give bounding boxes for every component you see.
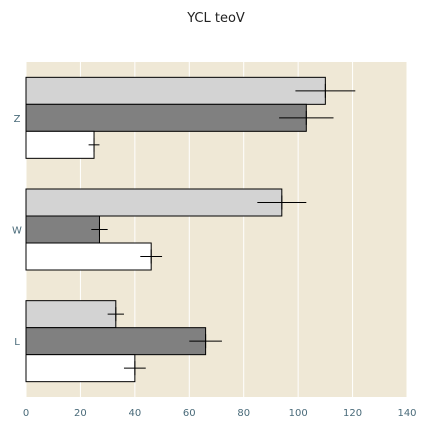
x-tick-label: 140 <box>397 408 416 419</box>
bar-w-3 <box>25 242 152 271</box>
x-axis-ticks: 0 20 40 60 80 100 120 140 <box>23 408 417 419</box>
error-bars <box>88 83 356 376</box>
bar-z-2 <box>25 103 307 132</box>
chart-title: YCL teoV <box>186 11 245 26</box>
x-tick-label: 20 <box>74 408 87 419</box>
x-tick-label: 40 <box>128 408 141 419</box>
bar-w-2 <box>25 215 100 244</box>
bar-w-1 <box>25 188 283 217</box>
category-labels: Z W L <box>12 114 22 348</box>
category-label-w: W <box>12 226 22 237</box>
x-tick-label: 100 <box>289 408 308 419</box>
bars <box>25 76 326 383</box>
bar-l-2 <box>25 327 207 356</box>
category-label-l: L <box>14 337 20 348</box>
x-tick-label: 60 <box>183 408 196 419</box>
x-tick-label: 0 <box>23 408 29 419</box>
category-label-z: Z <box>14 114 21 125</box>
x-tick-label: 80 <box>237 408 250 419</box>
bar-z-1 <box>25 76 326 105</box>
bar-l-1 <box>25 300 117 329</box>
bar-z-3 <box>25 130 95 159</box>
x-tick-label: 120 <box>343 408 362 419</box>
bar-l-3 <box>25 354 136 383</box>
